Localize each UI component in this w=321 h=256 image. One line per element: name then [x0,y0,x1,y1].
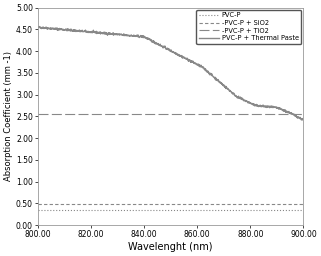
-PVC-P + SiO2 [143,203,147,206]
PVC-P [243,209,247,212]
PVC-P [63,209,67,212]
-PVC-P + SiO2 [243,203,247,206]
PVC-P + Thermal Paste [153,41,157,44]
-PVC-P + SiO2 [301,203,305,206]
-PVC-P + SiO2 [63,203,67,206]
Line: PVC-P + Thermal Paste: PVC-P + Thermal Paste [38,27,303,120]
-PVC-P + SiO2 [36,203,40,206]
-PVC-P + SiO2 [248,203,252,206]
X-axis label: Wavelenght (nm): Wavelenght (nm) [128,242,213,252]
PVC-P + Thermal Paste [36,25,40,28]
-PVC-P + TiO2 [36,113,40,116]
-PVC-P + SiO2 [153,203,157,206]
-PVC-P + TiO2 [243,113,247,116]
PVC-P + Thermal Paste [219,81,222,84]
-PVC-P + TiO2 [301,113,305,116]
PVC-P + Thermal Paste [37,25,40,28]
Y-axis label: Absorption Coefficient (mm -1): Absorption Coefficient (mm -1) [4,51,13,182]
-PVC-P + TiO2 [143,113,147,116]
PVC-P [301,209,305,212]
PVC-P + Thermal Paste [301,118,305,121]
-PVC-P + TiO2 [63,113,67,116]
PVC-P [218,209,222,212]
PVC-P [36,209,40,212]
-PVC-P + TiO2 [153,113,157,116]
PVC-P + Thermal Paste [143,36,147,39]
Legend: PVC-P, -PVC-P + SiO2, -PVC-P + TiO2, PVC-P + Thermal Paste: PVC-P, -PVC-P + SiO2, -PVC-P + TiO2, PVC… [196,10,301,44]
PVC-P + Thermal Paste [248,101,252,104]
PVC-P [153,209,157,212]
-PVC-P + TiO2 [218,113,222,116]
PVC-P [143,209,147,212]
-PVC-P + SiO2 [218,203,222,206]
PVC-P [248,209,252,212]
-PVC-P + TiO2 [248,113,252,116]
PVC-P + Thermal Paste [63,29,67,32]
PVC-P + Thermal Paste [243,99,247,102]
PVC-P + Thermal Paste [301,119,305,122]
